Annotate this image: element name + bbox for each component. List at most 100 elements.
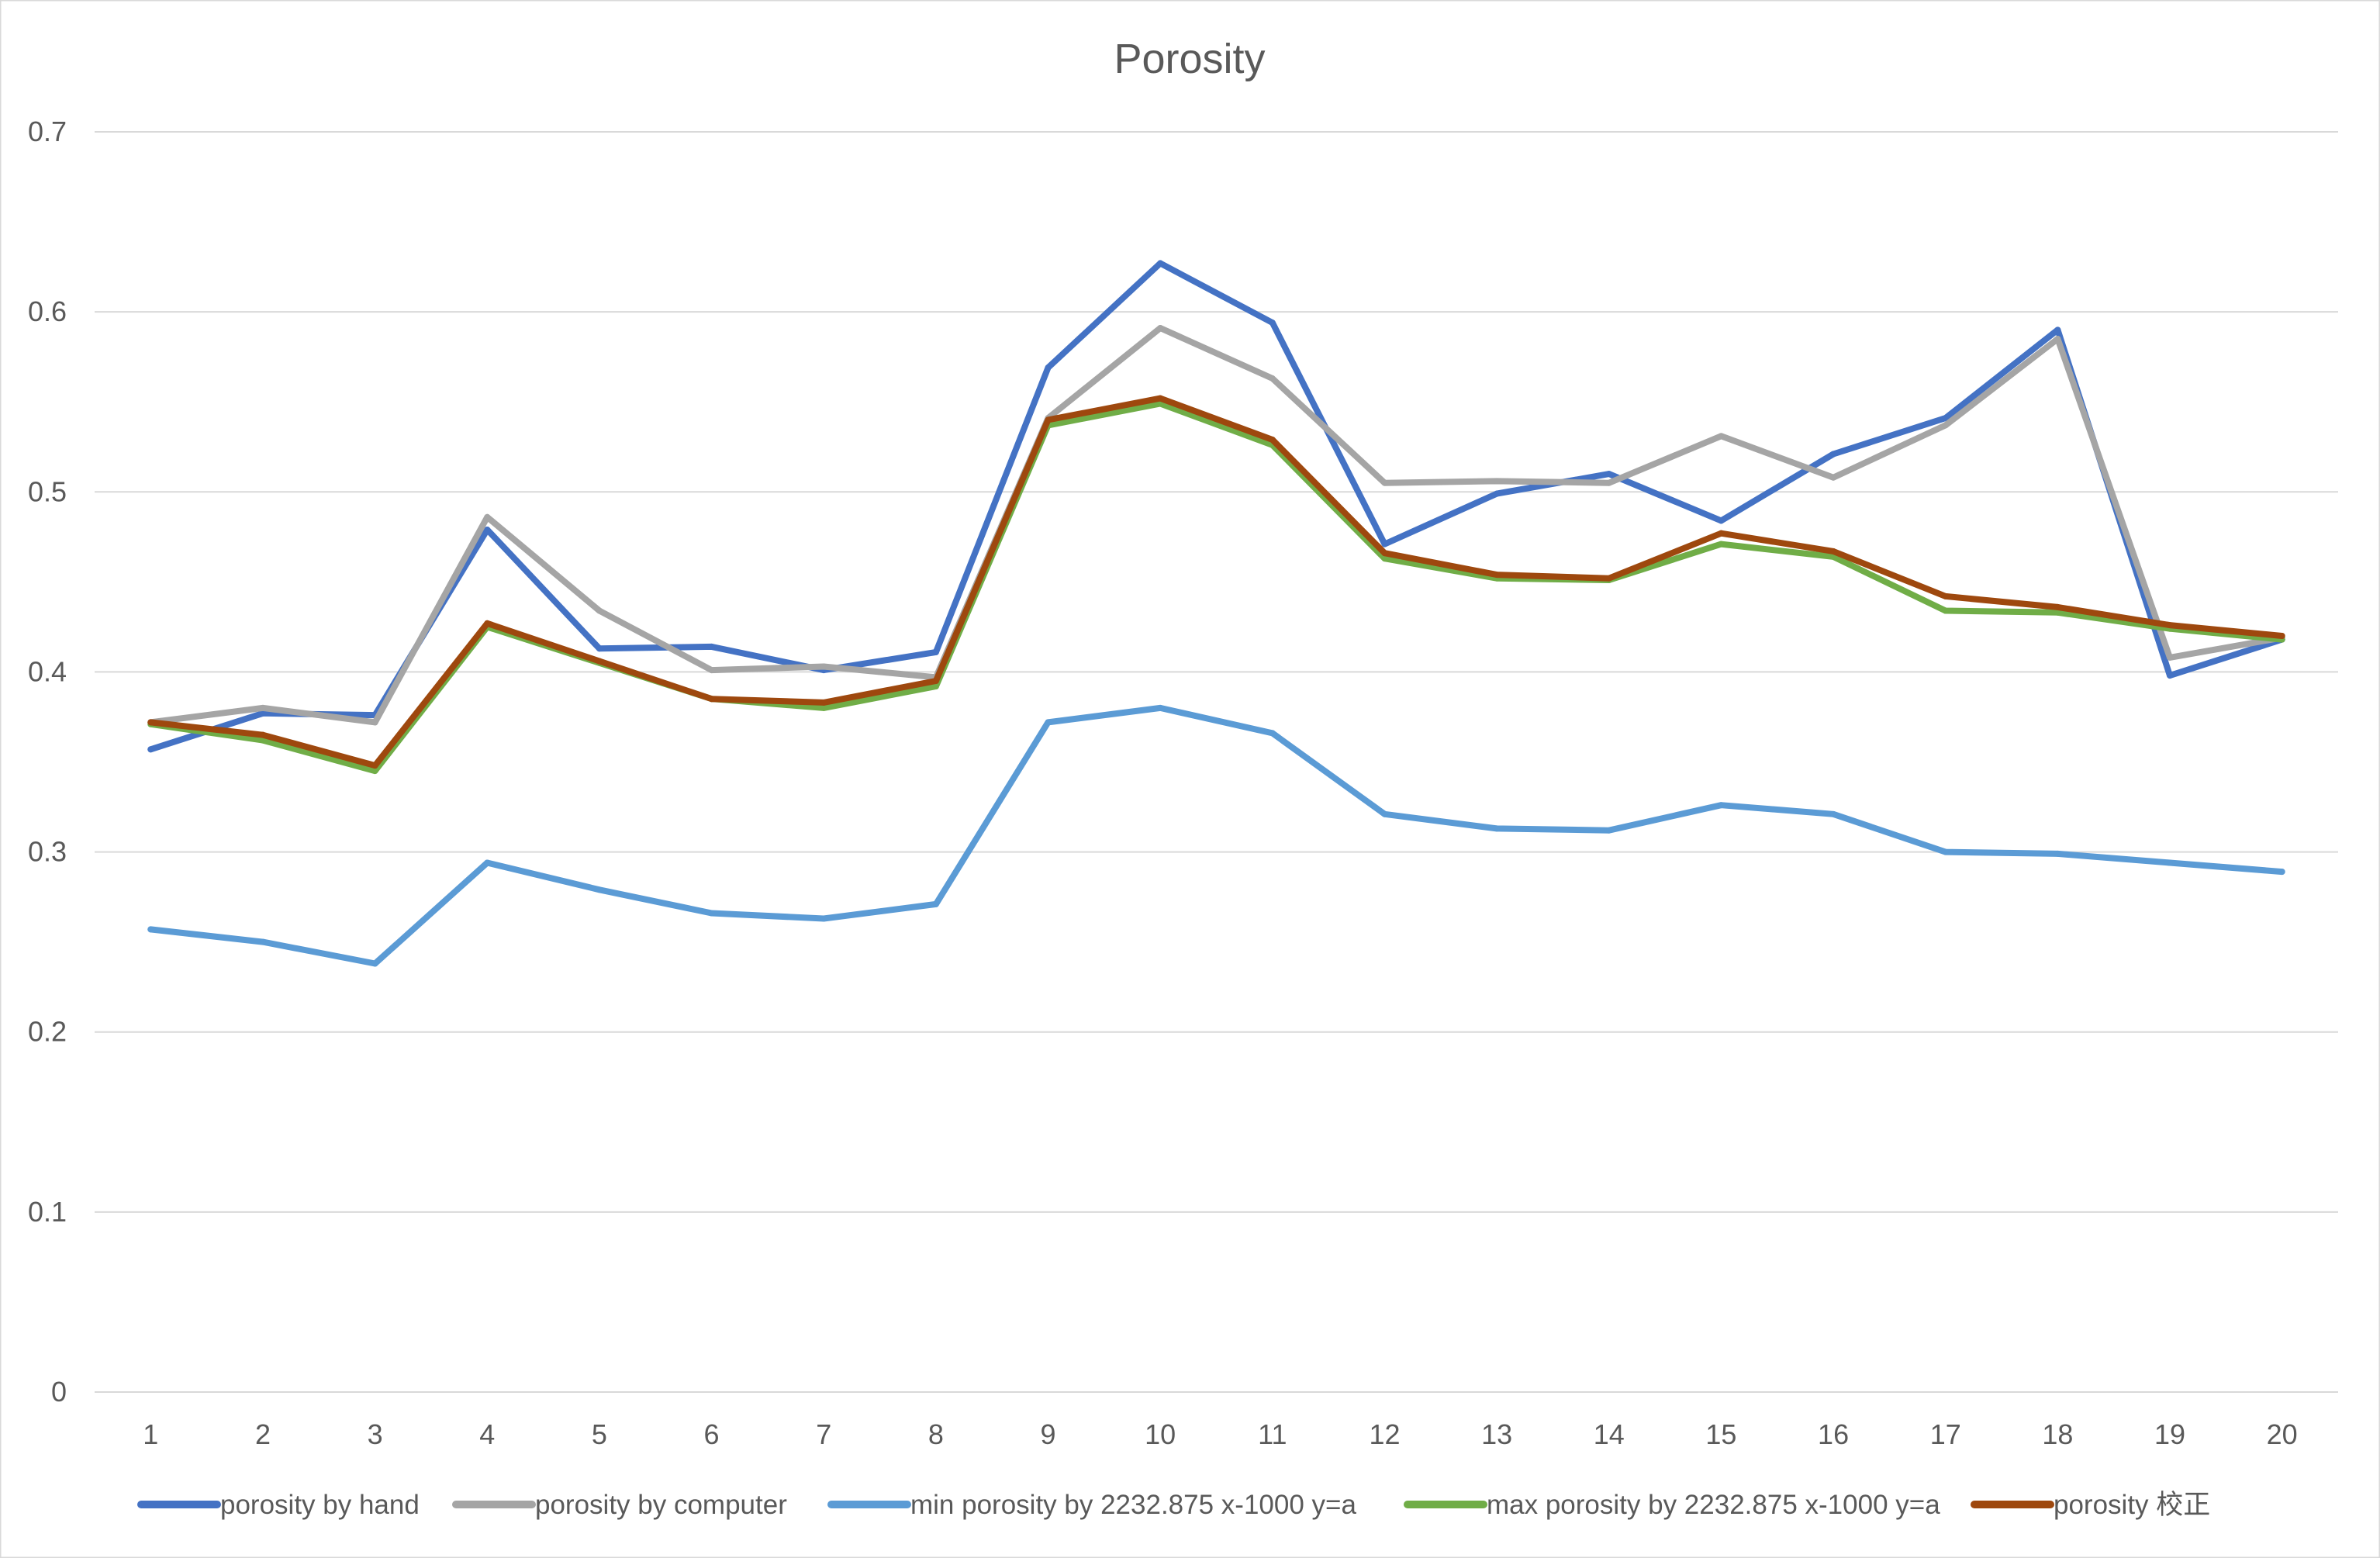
data-point <box>1381 555 1388 562</box>
data-point <box>147 746 154 753</box>
series-line <box>147 704 2285 967</box>
x-tick-label: 9 <box>1041 1418 1056 1450</box>
data-point <box>1605 575 1612 582</box>
data-point <box>1157 325 1164 332</box>
data-point <box>2167 859 2174 866</box>
data-point <box>1045 416 1052 423</box>
y-tick-label: 0.4 <box>28 655 67 687</box>
legend: porosity by hand porosity by computer min … <box>137 1490 2210 1520</box>
y-tick-label: 0.6 <box>28 295 67 327</box>
data-point <box>371 719 378 726</box>
x-tick-label: 8 <box>928 1418 944 1450</box>
data-point <box>1718 517 1725 524</box>
data-point <box>2054 850 2061 857</box>
data-point <box>1718 802 1725 809</box>
x-tick-label: 1 <box>143 1418 158 1450</box>
data-point <box>1605 479 1612 486</box>
data-point <box>2278 869 2285 876</box>
x-tick-label: 7 <box>816 1418 831 1450</box>
data-point <box>1269 375 1276 382</box>
data-point <box>1718 530 1725 537</box>
data-point <box>1157 260 1164 267</box>
data-point <box>1157 395 1164 402</box>
legend-label: porosity 校正 <box>2054 1490 2210 1520</box>
legend-label: porosity by computer <box>535 1490 787 1520</box>
data-point <box>259 731 266 738</box>
legend-label: max porosity by 2232.875 x-1000 y=a <box>1487 1490 1940 1520</box>
data-point <box>371 960 378 967</box>
data-point <box>932 648 939 655</box>
data-point <box>147 926 154 933</box>
y-tick-label: 0.5 <box>28 475 67 507</box>
data-point <box>820 704 827 711</box>
x-tick-label: 19 <box>2154 1418 2185 1450</box>
data-point <box>1494 825 1501 832</box>
data-point <box>932 900 939 907</box>
data-point <box>2054 603 2061 610</box>
x-tick-label: 20 <box>2267 1418 2298 1450</box>
data-point <box>1269 320 1276 326</box>
gridlines <box>95 131 2338 1393</box>
data-point <box>1381 810 1388 817</box>
data-point <box>259 704 266 711</box>
y-axis-tick-labels: 0 0.1 0.2 0.3 0.4 0.5 0.6 0.7 <box>28 116 67 1408</box>
data-point <box>2054 335 2061 342</box>
data-point <box>1830 451 1837 458</box>
data-point <box>484 859 491 866</box>
data-point <box>596 645 603 652</box>
data-point <box>1269 436 1276 443</box>
data-point <box>484 513 491 520</box>
data-point <box>1830 548 1837 554</box>
x-tick-label: 4 <box>479 1418 495 1450</box>
x-tick-label: 17 <box>1930 1418 1961 1450</box>
data-point <box>2054 609 2061 616</box>
data-point <box>1718 433 1725 440</box>
series-line <box>147 395 2285 769</box>
data-point <box>1381 479 1388 486</box>
data-point <box>1718 541 1725 548</box>
x-tick-label: 11 <box>1258 1418 1287 1450</box>
data-point <box>708 667 715 674</box>
data-point <box>1381 541 1388 548</box>
data-point <box>1605 471 1612 478</box>
data-point <box>1830 810 1837 817</box>
data-point <box>596 886 603 893</box>
x-tick-label: 5 <box>592 1418 607 1450</box>
x-tick-label: 12 <box>1369 1418 1400 1450</box>
data-point <box>820 915 827 922</box>
data-point <box>1269 730 1276 737</box>
data-point <box>1045 719 1052 726</box>
data-point <box>820 663 827 670</box>
data-point <box>2167 672 2174 679</box>
x-tick-label: 14 <box>1594 1418 1625 1450</box>
data-point <box>484 620 491 627</box>
chart-title: Porosity <box>1114 36 1265 82</box>
data-point <box>1942 592 1949 599</box>
y-tick-label: 0.1 <box>28 1196 67 1228</box>
legend-label: porosity by hand <box>220 1490 420 1520</box>
data-point <box>484 527 491 534</box>
legend-label: min porosity by 2232.875 x-1000 y=a <box>910 1490 1356 1520</box>
y-tick-label: 0.3 <box>28 836 67 868</box>
y-tick-label: 0.7 <box>28 116 67 147</box>
data-point <box>259 938 266 945</box>
data-point <box>2278 633 2285 639</box>
data-point <box>259 737 266 744</box>
x-axis-tick-labels: 1 2 3 4 5 6 7 8 9 10 11 12 13 14 15 16 17 18 19 20 <box>143 1418 2297 1450</box>
data-point <box>596 658 603 665</box>
data-point <box>2167 622 2174 629</box>
plot-series <box>147 260 2285 967</box>
data-point <box>820 699 827 706</box>
x-tick-label: 16 <box>1818 1418 1849 1450</box>
x-tick-label: 2 <box>255 1418 271 1450</box>
data-point <box>1045 364 1052 371</box>
data-point <box>147 719 154 726</box>
series-line <box>147 260 2285 753</box>
data-point <box>1605 827 1612 834</box>
data-point <box>1494 490 1501 497</box>
x-tick-label: 13 <box>1481 1418 1512 1450</box>
data-point <box>932 678 939 685</box>
y-tick-label: 0.2 <box>28 1016 67 1048</box>
